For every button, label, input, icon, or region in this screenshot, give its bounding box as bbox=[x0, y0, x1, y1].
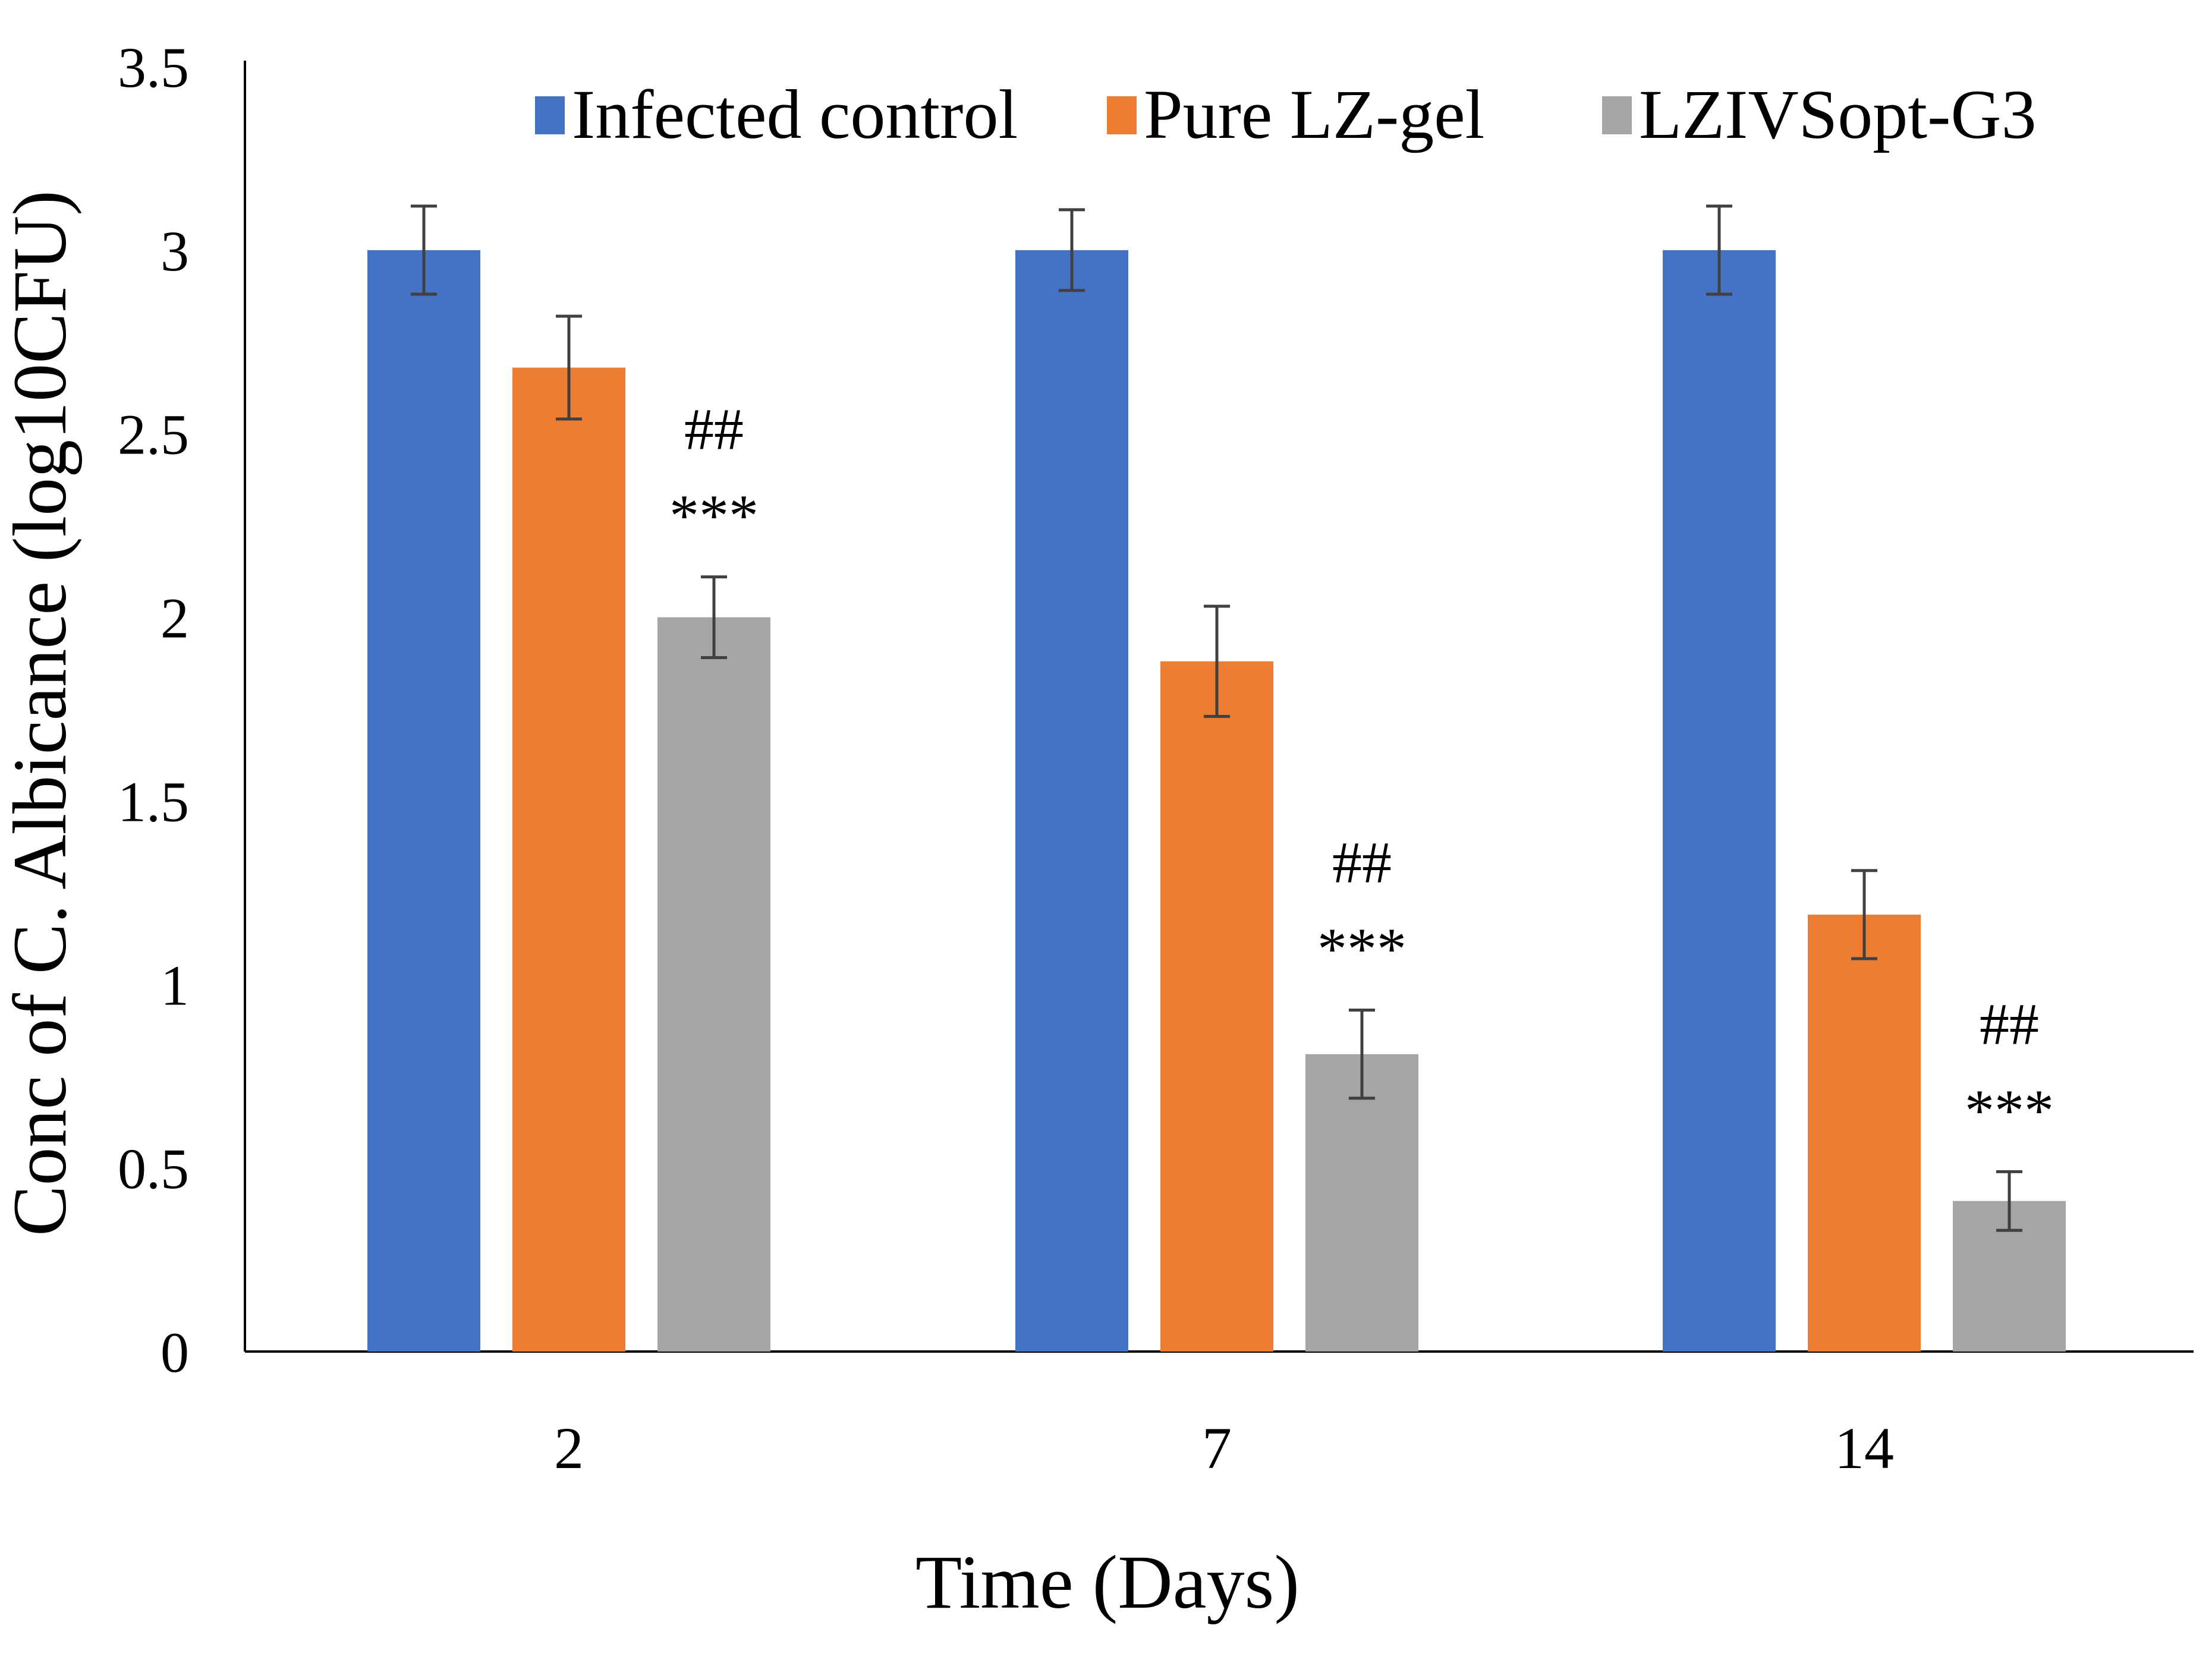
bar bbox=[1305, 1054, 1418, 1352]
legend-swatch bbox=[1602, 96, 1632, 134]
x-axis-title: Time (Days) bbox=[915, 1540, 1299, 1624]
bar bbox=[1015, 250, 1128, 1352]
significance-label: *** bbox=[1317, 916, 1407, 982]
bar bbox=[1808, 914, 1921, 1352]
legend-swatch bbox=[535, 96, 565, 134]
legend-swatch bbox=[1107, 96, 1137, 134]
significance-label: *** bbox=[1965, 1077, 2054, 1143]
bar bbox=[512, 367, 625, 1352]
y-tick-label: 0.5 bbox=[118, 1137, 189, 1201]
bar bbox=[657, 617, 770, 1352]
y-tick-label: 3 bbox=[161, 219, 189, 283]
significance-label: *** bbox=[669, 483, 759, 549]
significance-label: ## bbox=[1980, 991, 2039, 1057]
x-tick-label: 2 bbox=[554, 1415, 584, 1481]
legend-label: Pure LZ-gel bbox=[1144, 75, 1484, 153]
x-tick-label: 14 bbox=[1835, 1415, 1894, 1481]
y-tick-label: 2 bbox=[161, 587, 189, 650]
y-axis-title: Conc of C. Albicance (log10CFU) bbox=[0, 190, 82, 1236]
bar bbox=[367, 250, 480, 1352]
y-tick-label: 2.5 bbox=[118, 403, 189, 467]
bar bbox=[1663, 250, 1776, 1352]
y-tick-label: 1 bbox=[161, 953, 189, 1017]
y-tick-label: 1.5 bbox=[118, 770, 189, 833]
x-tick-label: 7 bbox=[1202, 1415, 1232, 1481]
bar bbox=[1160, 661, 1273, 1352]
legend-label: Infected control bbox=[572, 75, 1018, 153]
y-tick-label: 0 bbox=[161, 1321, 189, 1384]
significance-label: ## bbox=[684, 396, 744, 462]
y-tick-label: 3.5 bbox=[118, 36, 189, 99]
significance-label: ## bbox=[1332, 830, 1392, 896]
legend-label: LZIVSopt-G3 bbox=[1639, 75, 2037, 153]
